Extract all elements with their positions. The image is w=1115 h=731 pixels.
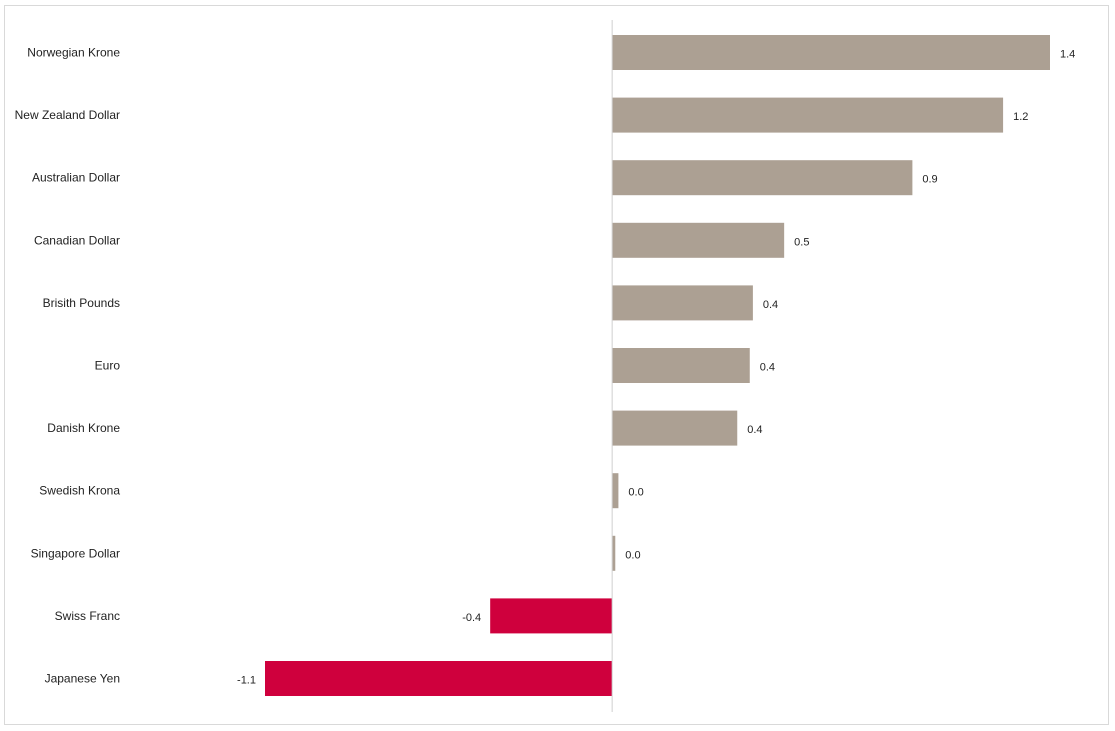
value-label: -0.4: [462, 612, 481, 624]
category-label: Euro: [95, 359, 121, 373]
value-label: 0.4: [760, 362, 775, 374]
category-label: Norwegian Krone: [27, 46, 120, 60]
bar-singapore-dollar: [612, 535, 616, 571]
category-label: Canadian Dollar: [34, 233, 120, 247]
bars-layer: [265, 35, 1050, 696]
bar-swiss-franc: [490, 598, 613, 634]
labels-layer: Norwegian Krone 1.4 New Zealand Dollar 1.2 A…: [15, 46, 1076, 687]
bar-canadian-dollar: [612, 222, 785, 258]
category-label: Japanese Yen: [45, 672, 120, 686]
bar-australian-dollar: [612, 160, 913, 196]
value-label: 0.5: [794, 236, 809, 248]
category-label: Singapore Dollar: [31, 546, 120, 560]
category-label: Swiss Franc: [55, 609, 120, 623]
value-label: 0.0: [625, 549, 640, 561]
bar-norwegian-krone: [612, 35, 1050, 70]
category-label: New Zealand Dollar: [15, 108, 120, 122]
category-label: Danish Krone: [47, 421, 120, 435]
value-label: 0.9: [922, 174, 937, 186]
category-label: Brisith Pounds: [43, 296, 120, 310]
value-label: 0.4: [747, 424, 762, 436]
bar-brisith-pounds: [612, 285, 753, 321]
bar-new-zealand-dollar: [612, 97, 1004, 133]
value-label: 1.4: [1060, 49, 1075, 61]
category-label: Australian Dollar: [32, 171, 120, 185]
value-label: 1.2: [1013, 111, 1028, 123]
bar-euro: [612, 348, 750, 383]
value-label: 0.4: [763, 299, 778, 311]
bar-danish-krone: [612, 410, 738, 446]
value-label: 0.0: [628, 487, 643, 499]
value-label: -1.1: [237, 675, 256, 687]
category-label: Swedish Krona: [39, 484, 120, 498]
bar-swedish-krona: [612, 473, 619, 509]
bar-japanese-yen: [265, 661, 613, 696]
